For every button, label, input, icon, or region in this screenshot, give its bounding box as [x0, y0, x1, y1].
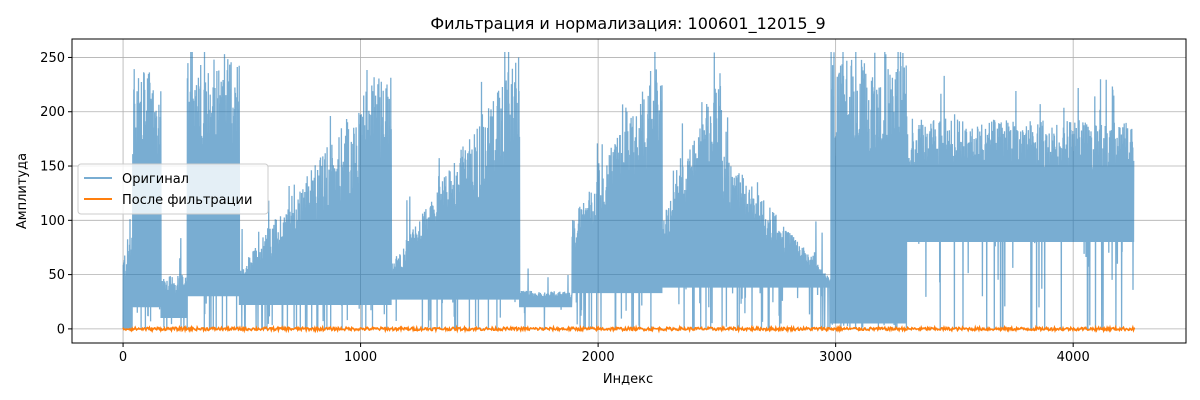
x-tick-label: 1000: [344, 350, 377, 365]
x-axis-label: Индекс: [603, 372, 653, 387]
plot-frame: [71, 38, 1187, 344]
x-tick-label: 2000: [582, 350, 615, 365]
series-original: [122, 51, 1135, 329]
y-axis: 0 50 100 150 200 250: [40, 51, 72, 337]
legend-label-filtered: После фильтрации: [122, 193, 252, 208]
legend: Оригинал После фильтрации: [77, 163, 269, 215]
y-tick-label: 250: [40, 51, 65, 66]
x-axis: 0 1000 2000 3000 4000: [119, 343, 1090, 365]
y-axis-label: Амплитуда: [15, 153, 30, 229]
series-original-line: [122, 51, 1135, 329]
y-tick-label: 100: [40, 214, 65, 229]
series-filtered-line: [122, 324, 1136, 334]
legend-label-original: Оригинал: [122, 172, 189, 187]
y-tick-label: 200: [40, 105, 65, 120]
y-tick-label: 0: [57, 322, 65, 337]
chart-title: Фильтрация и нормализация: 100601_12015_…: [430, 14, 825, 34]
x-tick-label: 3000: [819, 350, 852, 365]
x-tick-label: 4000: [1057, 350, 1090, 365]
x-tick-label: 0: [119, 350, 127, 365]
y-tick-label: 150: [40, 160, 65, 175]
y-tick-label: 50: [48, 268, 65, 283]
series-filtered: [122, 324, 1136, 334]
legend-box: [77, 163, 269, 215]
